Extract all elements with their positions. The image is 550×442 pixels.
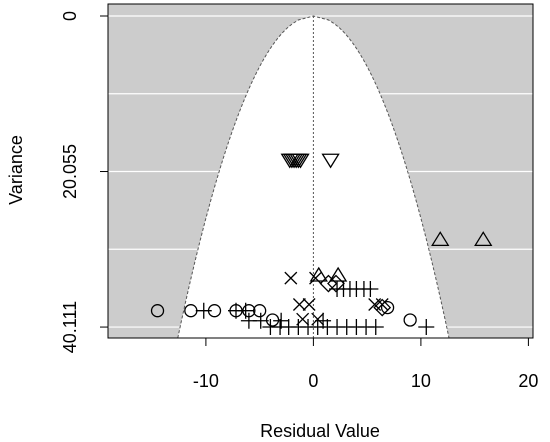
point-circle-48: [150, 304, 165, 318]
point-circle-52: [242, 304, 256, 318]
x-tick-label-0: -10: [193, 371, 219, 391]
y-tick-label-2: 40.111: [60, 301, 80, 353]
x-tick-label-3: 20: [518, 371, 538, 391]
y-tick-label-0: 0: [60, 11, 80, 21]
point-diamond-20: [327, 274, 345, 293]
point-circle-53: [252, 304, 267, 318]
data-points: [150, 153, 493, 335]
point-x-14: [302, 298, 316, 311]
x-tick-label-1: 0: [308, 371, 318, 391]
point-plus-27: [362, 280, 379, 297]
point-circle-55: [403, 313, 417, 327]
point-circle-51: [229, 304, 243, 318]
point-circle-49: [184, 304, 198, 318]
point-triangle-down-5: [291, 153, 310, 169]
y-axis-label: Variance: [6, 135, 26, 205]
x-axis-label: Residual Value: [260, 421, 380, 441]
point-plus-33: [273, 312, 290, 329]
y-tick-label-1: 20.055: [60, 144, 80, 199]
point-triangle-down-6: [321, 153, 340, 169]
point-x-11: [284, 271, 298, 285]
point-triangle-up-7: [431, 231, 450, 246]
y-axis: 0 20.055 40.111: [60, 11, 109, 353]
point-x-12: [309, 271, 323, 285]
point-diamond-21: [373, 298, 392, 317]
x-tick-label-2: 10: [411, 371, 431, 391]
point-circle-54: [380, 300, 395, 315]
point-x-13: [292, 298, 306, 311]
point-diamond-19: [319, 274, 338, 293]
point-circle-50: [207, 304, 222, 318]
point-triangle-up-10: [328, 266, 348, 282]
point-plus-47: [418, 318, 435, 335]
point-plus-46: [367, 318, 384, 335]
point-triangle-up-8: [474, 231, 493, 246]
x-axis: -10 0 10 20: [193, 337, 538, 391]
point-circle-56: [265, 313, 280, 327]
